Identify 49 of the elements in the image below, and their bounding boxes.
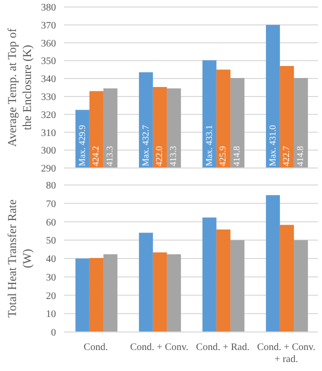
y-axis-title: Total Heat Transfer Rate (W)	[5, 199, 34, 318]
x-tick-label: Cond. + Conv.	[130, 342, 188, 353]
annotation: Max. 432.7	[140, 124, 151, 166]
bar	[202, 218, 216, 332]
y-tick-label: 70	[46, 198, 56, 210]
annotation: 422.0	[154, 145, 164, 166]
bar	[294, 240, 308, 332]
bar	[152, 252, 167, 332]
y-tick-label: 310	[41, 128, 56, 139]
annotation: Max. 433.1	[204, 124, 214, 166]
bar	[103, 254, 118, 332]
y-tick-label: 60	[46, 217, 56, 228]
bar	[230, 240, 244, 332]
bar	[280, 224, 294, 332]
y-tick-label: 10	[46, 309, 56, 320]
y-tick-label: 80	[46, 180, 56, 192]
y-tick-label: 360	[41, 38, 56, 50]
y-tick-label: 330	[41, 92, 56, 103]
y-tick-label: 320	[41, 110, 56, 121]
bar	[266, 195, 280, 332]
x-tick-label: Cond.	[84, 342, 108, 353]
y-tick-label: 20	[46, 290, 56, 302]
annotation: 424.2	[90, 146, 101, 166]
x-tick-label: Cond. + Conv. + rad.	[257, 342, 316, 365]
y-tick-label: 0	[51, 328, 56, 339]
bar	[138, 232, 153, 332]
annotation: 414.8	[231, 145, 242, 166]
y-tick-label: 30	[46, 272, 56, 284]
y-tick-label: 300	[41, 146, 56, 157]
bar	[75, 258, 90, 332]
bar	[89, 258, 104, 332]
bar	[166, 254, 181, 332]
y-tick-label: 370	[41, 20, 56, 32]
y-tick-label: 290	[41, 164, 56, 175]
y-tick-label: 350	[41, 56, 56, 68]
bar	[216, 229, 230, 332]
y-tick-label: 380	[41, 2, 56, 14]
y-tick-label: 340	[41, 74, 56, 86]
annotation: 413.3	[168, 145, 178, 166]
y-axis-title: Average Temp. at Top of the Enclosure (K)	[5, 28, 34, 147]
annotation: 414.8	[294, 145, 305, 166]
x-tick-label: Cond. + Rad.	[196, 342, 250, 353]
annotation: 413.3	[104, 145, 114, 166]
annotation: Max. 431.0	[268, 124, 278, 166]
annotation: Max. 429.9	[77, 124, 88, 166]
annotation: 425.9	[218, 145, 228, 166]
y-tick-label: 40	[46, 254, 56, 266]
annotation: 422.7	[281, 145, 292, 166]
y-tick-label: 50	[46, 236, 56, 247]
